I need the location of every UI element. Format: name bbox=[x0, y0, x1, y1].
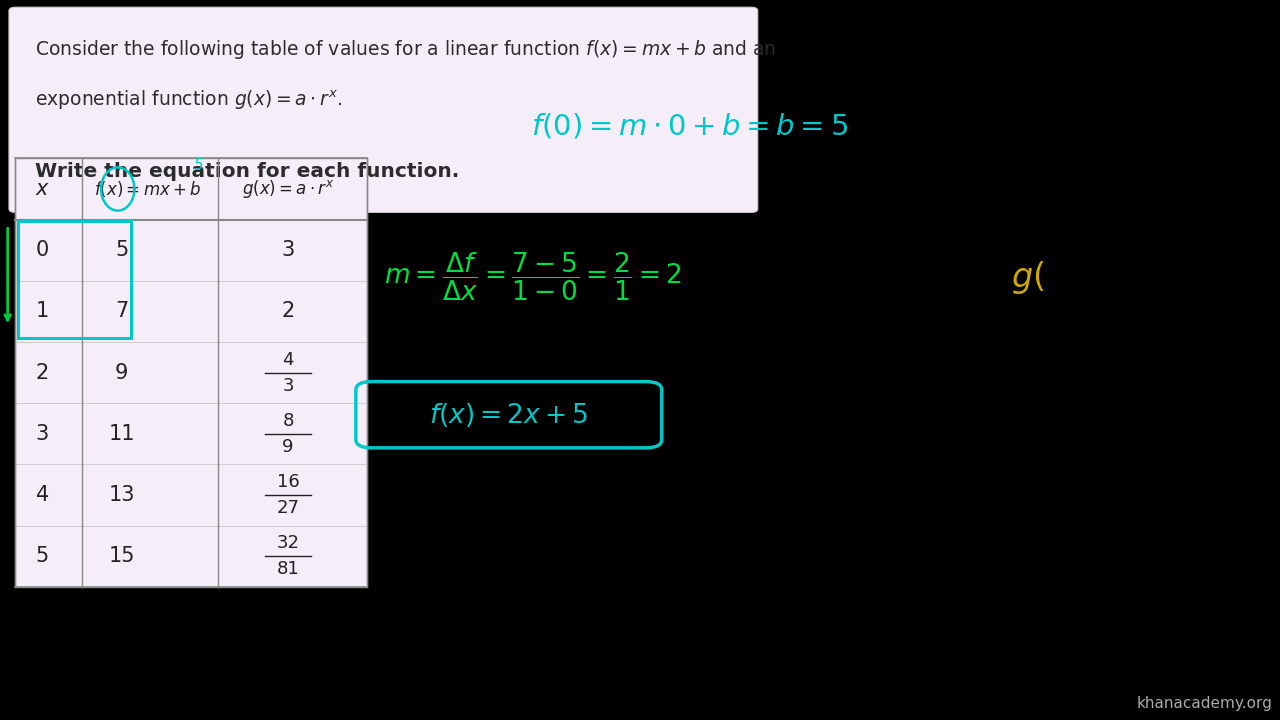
Text: 16: 16 bbox=[276, 473, 300, 491]
Text: 32: 32 bbox=[276, 534, 300, 552]
FancyBboxPatch shape bbox=[9, 7, 758, 212]
Text: 13: 13 bbox=[109, 485, 134, 505]
Text: 9: 9 bbox=[115, 363, 128, 382]
Text: 2: 2 bbox=[36, 363, 49, 382]
Text: 0: 0 bbox=[36, 240, 49, 260]
Text: Consider the following table of values for a linear function $f(x) = mx + b$ and: Consider the following table of values f… bbox=[35, 38, 776, 61]
Text: 2: 2 bbox=[282, 302, 294, 321]
Text: $m = \dfrac{\Delta f}{\Delta x} = \dfrac{7-5}{1-0} = \dfrac{2}{1} = 2$: $m = \dfrac{\Delta f}{\Delta x} = \dfrac… bbox=[384, 251, 681, 303]
Text: 3: 3 bbox=[36, 424, 49, 444]
Text: 3: 3 bbox=[283, 377, 293, 395]
Text: 4: 4 bbox=[283, 351, 293, 369]
Text: Write the equation for each function.: Write the equation for each function. bbox=[35, 162, 458, 181]
Text: $x$: $x$ bbox=[35, 179, 50, 199]
Text: 81: 81 bbox=[276, 560, 300, 578]
Text: 27: 27 bbox=[276, 499, 300, 517]
Text: $g(x) = a \cdot r^x$: $g(x) = a \cdot r^x$ bbox=[242, 178, 334, 200]
Text: 11: 11 bbox=[109, 424, 134, 444]
Text: 7: 7 bbox=[115, 302, 128, 321]
Text: $f(0) = m \cdot 0 + b = b = 5$: $f(0) = m \cdot 0 + b = b = 5$ bbox=[531, 112, 849, 140]
Text: 5: 5 bbox=[36, 546, 49, 566]
Text: $g($: $g($ bbox=[1011, 258, 1044, 296]
Text: 9: 9 bbox=[283, 438, 293, 456]
Text: $f(x) = 2x + 5$: $f(x) = 2x + 5$ bbox=[429, 401, 589, 428]
Text: 5: 5 bbox=[115, 240, 128, 260]
FancyBboxPatch shape bbox=[15, 158, 367, 587]
Text: 3: 3 bbox=[282, 240, 294, 260]
Text: 8: 8 bbox=[283, 412, 293, 430]
Text: khanacademy.org: khanacademy.org bbox=[1137, 696, 1272, 711]
Text: 5: 5 bbox=[193, 158, 204, 174]
Text: 4: 4 bbox=[36, 485, 49, 505]
Text: $f(x) = mx + b$: $f(x) = mx + b$ bbox=[93, 179, 201, 199]
Text: exponential function $g(x) = a \cdot r^x$.: exponential function $g(x) = a \cdot r^x… bbox=[35, 89, 342, 112]
Text: 15: 15 bbox=[109, 546, 134, 566]
Text: 1: 1 bbox=[36, 302, 49, 321]
